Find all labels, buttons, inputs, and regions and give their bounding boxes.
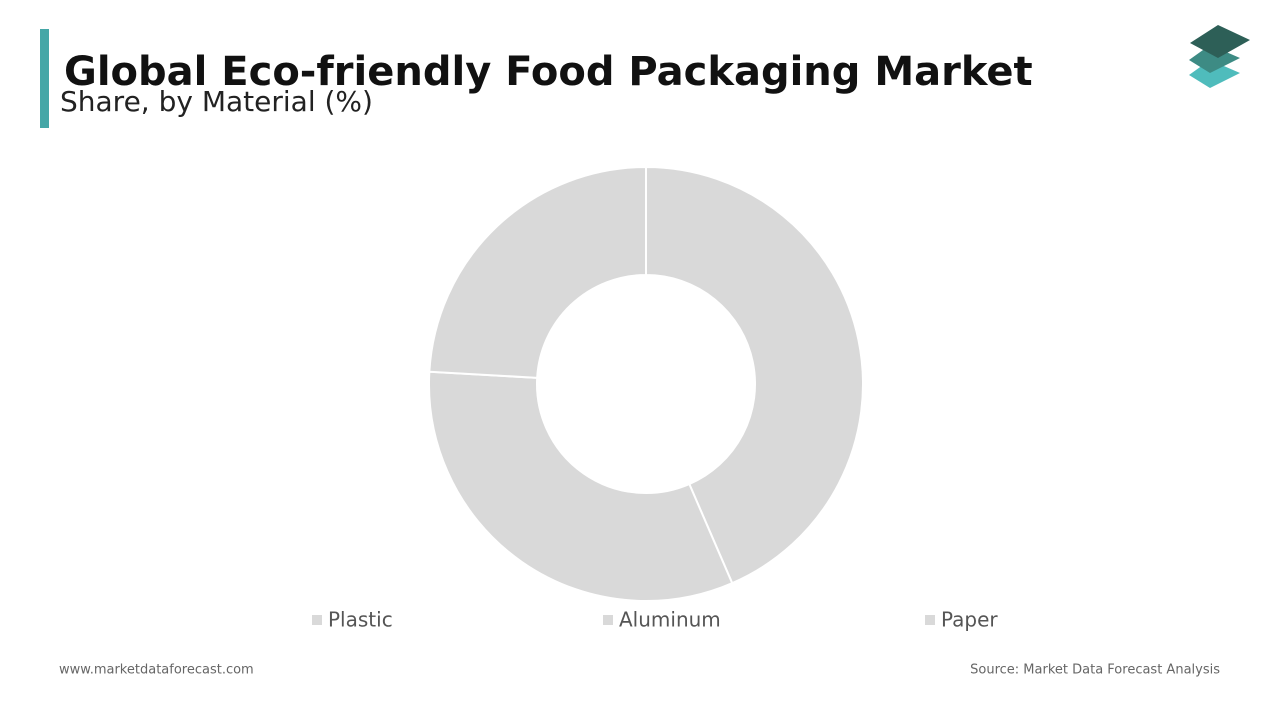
website: www.marketdataforecast.com xyxy=(59,663,254,678)
legend-swatch xyxy=(603,615,613,625)
donut-segment xyxy=(428,165,647,379)
logo xyxy=(1189,25,1250,88)
title-accent xyxy=(40,29,49,128)
chart-subtitle: Share, by Material (%) xyxy=(60,85,373,118)
donut-segment xyxy=(428,370,734,602)
legend-label: Aluminum xyxy=(619,608,721,632)
source: Source: Market Data Forecast Analysis xyxy=(970,663,1220,678)
logo-layer xyxy=(1189,45,1240,73)
chart-title: Global Eco-friendly Food Packaging Marke… xyxy=(64,49,1033,95)
legend-label: Paper xyxy=(941,608,998,632)
legend-label: Plastic xyxy=(328,608,393,632)
logo-layer xyxy=(1190,25,1250,58)
donut-segment xyxy=(645,165,864,585)
legend-swatch xyxy=(925,615,935,625)
legend-swatch xyxy=(312,615,322,625)
